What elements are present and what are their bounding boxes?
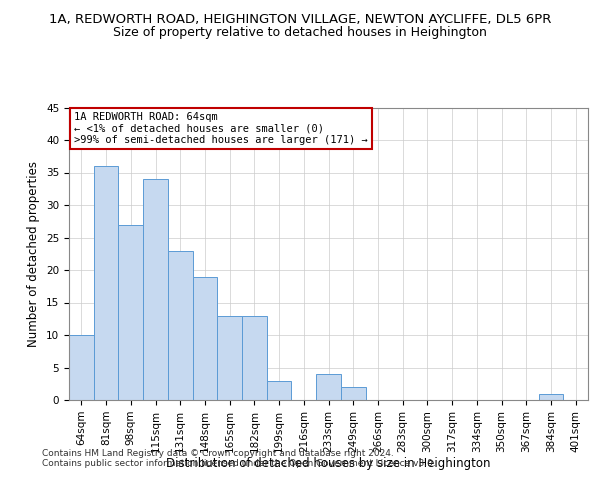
Text: Contains public sector information licensed under the Open Government Licence v3: Contains public sector information licen… [42, 458, 436, 468]
Bar [539, 394, 563, 400]
Y-axis label: Number of detached properties: Number of detached properties [28, 161, 40, 347]
Bar [118, 224, 143, 400]
Bar [193, 276, 217, 400]
Bar [168, 250, 193, 400]
Bar [69, 335, 94, 400]
Bar [316, 374, 341, 400]
Bar [242, 316, 267, 400]
Text: 1A REDWORTH ROAD: 64sqm
← <1% of detached houses are smaller (0)
>99% of semi-de: 1A REDWORTH ROAD: 64sqm ← <1% of detache… [74, 112, 368, 145]
Bar [341, 387, 365, 400]
X-axis label: Distribution of detached houses by size in Heighington: Distribution of detached houses by size … [166, 458, 491, 470]
Text: Contains HM Land Registry data © Crown copyright and database right 2024.: Contains HM Land Registry data © Crown c… [42, 448, 394, 458]
Bar [94, 166, 118, 400]
Bar [217, 316, 242, 400]
Bar [143, 179, 168, 400]
Text: 1A, REDWORTH ROAD, HEIGHINGTON VILLAGE, NEWTON AYCLIFFE, DL5 6PR: 1A, REDWORTH ROAD, HEIGHINGTON VILLAGE, … [49, 12, 551, 26]
Bar [267, 380, 292, 400]
Text: Size of property relative to detached houses in Heighington: Size of property relative to detached ho… [113, 26, 487, 39]
